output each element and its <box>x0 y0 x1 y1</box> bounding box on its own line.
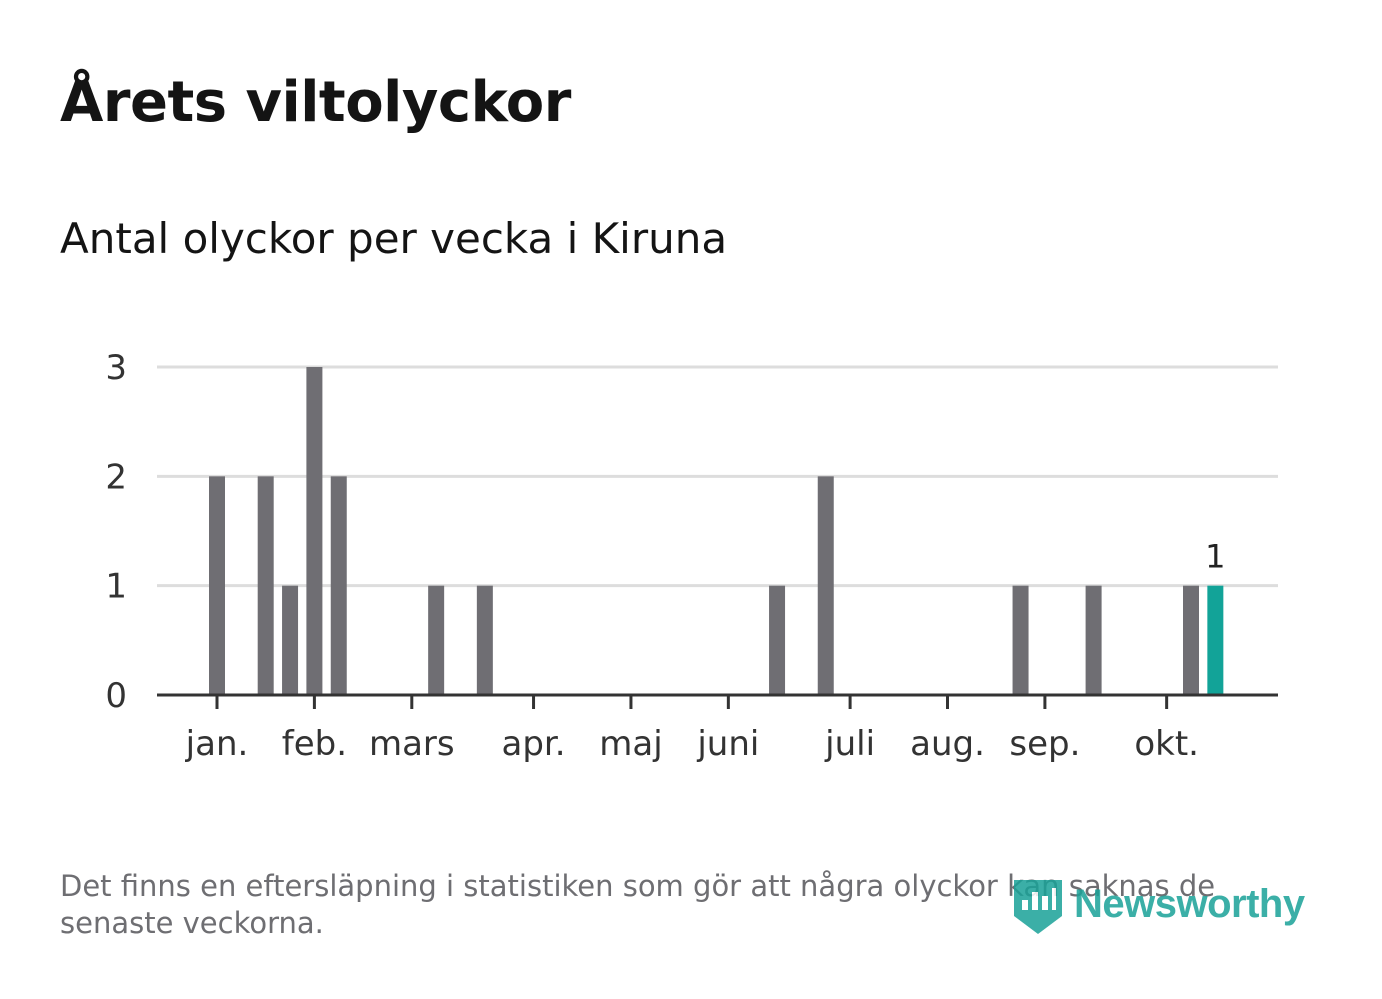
bar <box>306 367 323 695</box>
bar <box>1012 585 1029 695</box>
bar <box>1085 585 1102 695</box>
bar <box>1183 585 1199 695</box>
x-tick-label: okt. <box>1134 724 1199 764</box>
newsworthy-logo-icon <box>1014 880 1062 934</box>
bar <box>769 585 786 695</box>
bar <box>330 476 347 695</box>
x-tick-label: sep. <box>1009 724 1080 764</box>
bar-highlight <box>1207 585 1224 695</box>
chart-subtitle: Antal olyckor per vecka i Kiruna <box>60 214 728 263</box>
y-tick-label: 3 <box>105 348 127 388</box>
bar-chart: 0 1 2 3 1 jan. feb. mars apr. maj juni juli aug. sep.… <box>105 348 1278 764</box>
x-tick-label: jan. <box>185 724 249 764</box>
bar-value-label: 1 <box>1205 538 1225 576</box>
x-tick-label: mars <box>369 724 455 764</box>
y-tick-label: 0 <box>105 676 127 716</box>
brand-logo: Newsworthy <box>1010 872 1305 936</box>
brand-name: Newsworthy <box>1074 881 1305 926</box>
bar <box>282 585 299 695</box>
chart-title: Årets viltolyckor <box>60 70 571 135</box>
bar <box>428 585 445 695</box>
y-tick-label: 2 <box>105 457 127 497</box>
x-tick-label: juni <box>696 724 759 764</box>
x-tick-label: feb. <box>282 724 347 764</box>
bar <box>209 476 225 695</box>
y-tick-label: 1 <box>105 567 127 607</box>
x-tick-label: juli <box>824 724 875 764</box>
x-tick-label: maj <box>599 724 662 764</box>
bar <box>257 476 274 695</box>
bar <box>817 476 834 695</box>
x-tick-label: aug. <box>910 724 985 764</box>
x-tick-label: apr. <box>502 724 566 764</box>
bar <box>476 585 493 695</box>
